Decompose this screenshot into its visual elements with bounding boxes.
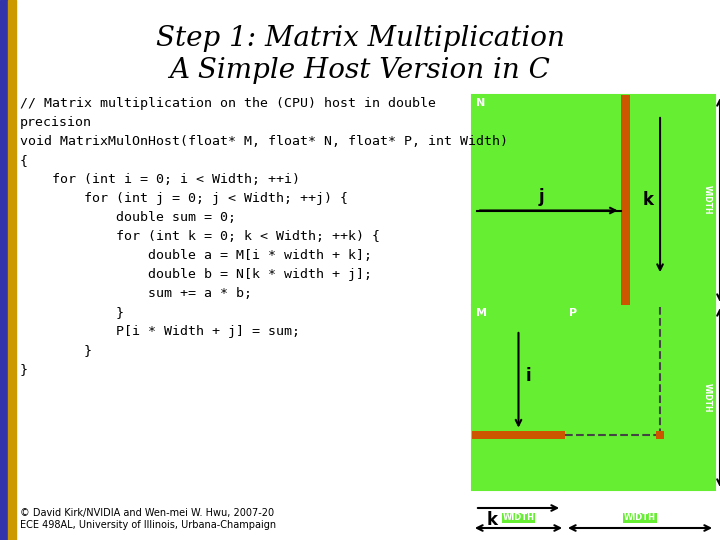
Text: {: { — [20, 154, 28, 167]
Bar — [472, 305, 565, 490]
Text: WIDTH: WIDTH — [503, 514, 534, 523]
Bar — [0, 0, 8, 540]
Text: k: k — [642, 191, 654, 209]
Text: sum += a * b;: sum += a * b; — [20, 287, 252, 300]
Text: WIDTH: WIDTH — [624, 514, 656, 523]
Bar — [655, 430, 664, 438]
Text: void MatrixMulOnHost(float* M, float* N, float* P, int Width): void MatrixMulOnHost(float* M, float* N,… — [20, 135, 508, 148]
Text: for (int k = 0; k < Width; ++k) {: for (int k = 0; k < Width; ++k) { — [20, 230, 380, 243]
Text: for (int i = 0; i < Width; ++i): for (int i = 0; i < Width; ++i) — [20, 173, 300, 186]
Text: ECE 498AL, University of Illinois, Urbana-Champaign: ECE 498AL, University of Illinois, Urban… — [20, 520, 276, 530]
Bar — [8, 0, 16, 540]
Text: }: } — [20, 344, 92, 357]
Bar — [472, 430, 565, 438]
Text: Step 1: Matrix Multiplication: Step 1: Matrix Multiplication — [156, 25, 564, 52]
Text: WIDTH: WIDTH — [703, 185, 711, 215]
Text: WIDTH: WIDTH — [703, 383, 711, 412]
Text: k: k — [487, 511, 498, 529]
Text: N: N — [476, 98, 485, 108]
Text: // Matrix multiplication on the (CPU) host in double: // Matrix multiplication on the (CPU) ho… — [20, 97, 436, 110]
Text: double a = M[i * width + k];: double a = M[i * width + k]; — [20, 249, 372, 262]
Text: double sum = 0;: double sum = 0; — [20, 211, 236, 224]
Text: P[i * Width + j] = sum;: P[i * Width + j] = sum; — [20, 325, 300, 338]
Text: M: M — [476, 308, 487, 318]
Bar — [621, 95, 629, 305]
Bar — [565, 305, 715, 490]
Text: precision: precision — [20, 116, 92, 129]
Text: }: } — [20, 363, 28, 376]
Text: }: } — [20, 306, 124, 319]
Text: P: P — [569, 308, 577, 318]
Text: i: i — [526, 367, 531, 385]
Text: for (int j = 0; j < Width; ++j) {: for (int j = 0; j < Width; ++j) { — [20, 192, 348, 205]
Text: j: j — [538, 187, 544, 206]
Bar — [472, 95, 715, 305]
Text: A Simple Host Version in C: A Simple Host Version in C — [170, 57, 550, 84]
Text: double b = N[k * width + j];: double b = N[k * width + j]; — [20, 268, 372, 281]
Text: © David Kirk/NVIDIA and Wen-mei W. Hwu, 2007-20: © David Kirk/NVIDIA and Wen-mei W. Hwu, … — [20, 508, 274, 518]
